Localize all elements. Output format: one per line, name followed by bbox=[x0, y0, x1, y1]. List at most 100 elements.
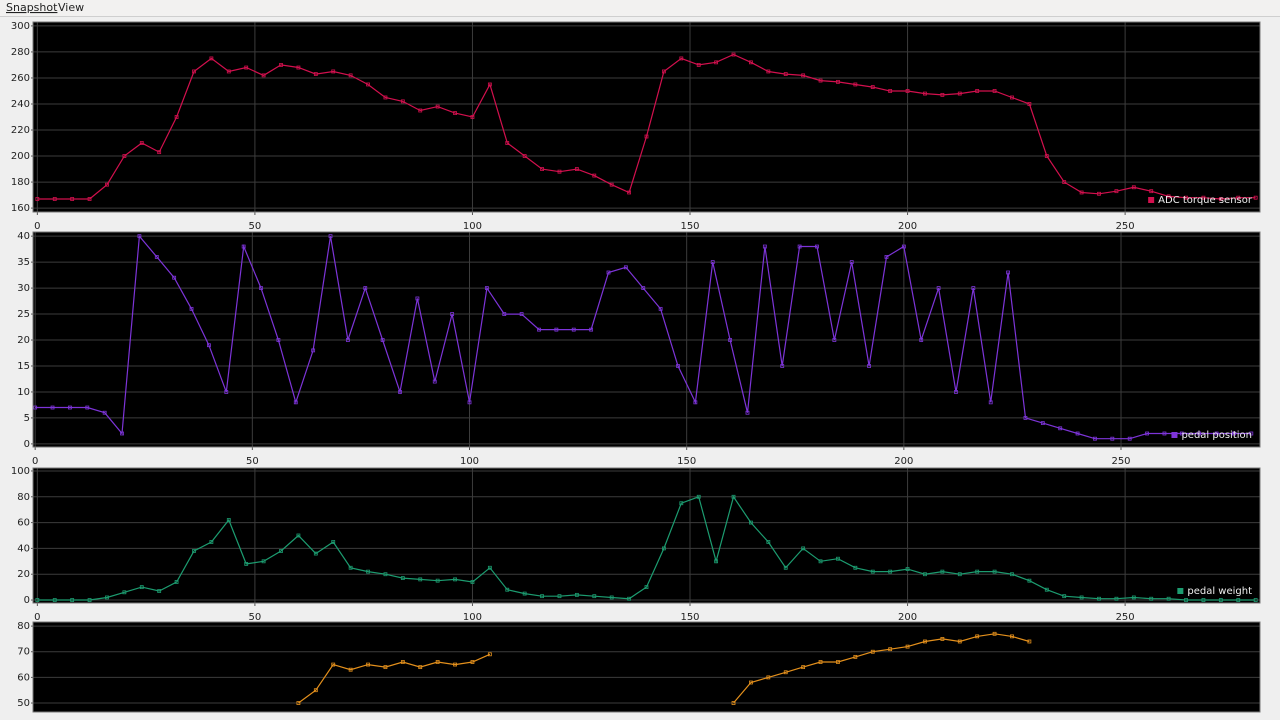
data-point bbox=[487, 652, 492, 657]
data-point bbox=[122, 590, 127, 595]
data-point bbox=[435, 660, 440, 664]
data-point bbox=[1127, 436, 1132, 441]
y-tick-label: 0 bbox=[24, 595, 30, 606]
plot-frame bbox=[32, 467, 1261, 604]
data-point bbox=[453, 662, 457, 667]
data-point bbox=[540, 594, 544, 599]
data-point bbox=[1179, 431, 1184, 436]
data-point bbox=[1044, 154, 1049, 158]
data-point bbox=[505, 141, 510, 145]
data-point bbox=[818, 78, 823, 83]
data-point bbox=[679, 501, 684, 506]
y-tick-label: 100 bbox=[11, 466, 30, 477]
y-tick-label: 35 bbox=[17, 257, 30, 268]
data-point bbox=[400, 660, 405, 664]
data-point bbox=[1006, 270, 1010, 275]
data-point bbox=[888, 569, 893, 574]
data-point bbox=[522, 154, 527, 158]
data-point bbox=[348, 565, 353, 570]
data-point bbox=[766, 675, 771, 680]
data-point bbox=[1023, 416, 1028, 420]
data-point bbox=[209, 540, 214, 544]
data-point bbox=[801, 73, 806, 78]
data-point bbox=[400, 99, 405, 104]
data-point bbox=[749, 520, 753, 525]
data-point bbox=[313, 72, 318, 76]
data-point bbox=[487, 565, 492, 570]
data-point bbox=[1236, 598, 1241, 602]
data-point bbox=[888, 89, 893, 93]
data-point bbox=[1027, 102, 1032, 106]
y-tick-label: 60 bbox=[17, 672, 30, 683]
data-point bbox=[52, 598, 57, 602]
y-tick-label: 80 bbox=[17, 621, 30, 632]
data-point bbox=[836, 79, 840, 84]
data-point bbox=[940, 637, 945, 641]
data-point bbox=[1218, 197, 1223, 201]
data-point bbox=[592, 173, 597, 178]
y-tick-label: 20 bbox=[17, 569, 30, 580]
data-point bbox=[905, 567, 910, 571]
data-point bbox=[487, 82, 492, 87]
data-point bbox=[679, 56, 684, 61]
data-point bbox=[557, 594, 562, 599]
data-point bbox=[418, 577, 423, 582]
data-point bbox=[50, 405, 55, 410]
data-point bbox=[432, 379, 437, 384]
data-point bbox=[766, 69, 771, 74]
data-point bbox=[1149, 189, 1154, 194]
data-point bbox=[919, 338, 924, 342]
series-line bbox=[733, 633, 1030, 704]
x-tick-label: 150 bbox=[680, 221, 699, 232]
x-tick-label: 250 bbox=[1111, 456, 1130, 467]
data-point bbox=[192, 549, 196, 553]
legend-swatch bbox=[1148, 197, 1155, 203]
data-point bbox=[783, 670, 788, 675]
data-point bbox=[818, 660, 823, 664]
data-point bbox=[905, 89, 910, 93]
data-point bbox=[957, 639, 962, 644]
data-point bbox=[174, 115, 179, 119]
data-point bbox=[662, 69, 666, 74]
x-tick-label: 0 bbox=[34, 612, 40, 623]
data-point bbox=[1010, 95, 1014, 100]
data-point bbox=[606, 270, 611, 275]
data-point bbox=[540, 167, 544, 171]
y-tick-label: 240 bbox=[11, 99, 30, 110]
data-point bbox=[1010, 634, 1014, 639]
data-point bbox=[52, 197, 57, 201]
data-point bbox=[940, 569, 945, 574]
series-line bbox=[37, 53, 1256, 200]
menu-view[interactable]: View bbox=[58, 1, 84, 14]
data-point bbox=[484, 286, 489, 290]
data-point bbox=[867, 364, 871, 368]
data-point bbox=[70, 598, 75, 602]
data-point bbox=[398, 390, 402, 394]
plot-area bbox=[35, 52, 1258, 201]
data-point bbox=[139, 585, 144, 590]
x-tick-label: 150 bbox=[677, 456, 696, 467]
data-point bbox=[940, 92, 945, 97]
data-point bbox=[905, 644, 910, 649]
menu-snapshot[interactable]: Snapshot bbox=[6, 1, 58, 14]
data-point bbox=[380, 338, 385, 342]
data-point bbox=[348, 667, 353, 672]
data-point bbox=[1062, 180, 1067, 184]
data-point bbox=[731, 494, 736, 499]
data-point bbox=[1010, 572, 1014, 577]
y-tick-label: 25 bbox=[17, 309, 30, 320]
data-point bbox=[1145, 431, 1149, 436]
chart-panel: 160 180 200 220 240 260 280 300 0 50 100 150 200 250 A… bbox=[11, 21, 1261, 232]
data-point bbox=[1079, 595, 1084, 600]
data-point bbox=[172, 275, 177, 280]
data-point bbox=[710, 260, 715, 265]
y-tick-label: 30 bbox=[17, 283, 30, 294]
data-point bbox=[1166, 194, 1171, 199]
y-tick-label: 15 bbox=[17, 361, 30, 372]
data-point bbox=[954, 390, 958, 394]
data-point bbox=[311, 348, 316, 353]
data-point bbox=[366, 662, 370, 667]
y-tick-label: 80 bbox=[17, 492, 30, 503]
data-point bbox=[1162, 431, 1167, 436]
